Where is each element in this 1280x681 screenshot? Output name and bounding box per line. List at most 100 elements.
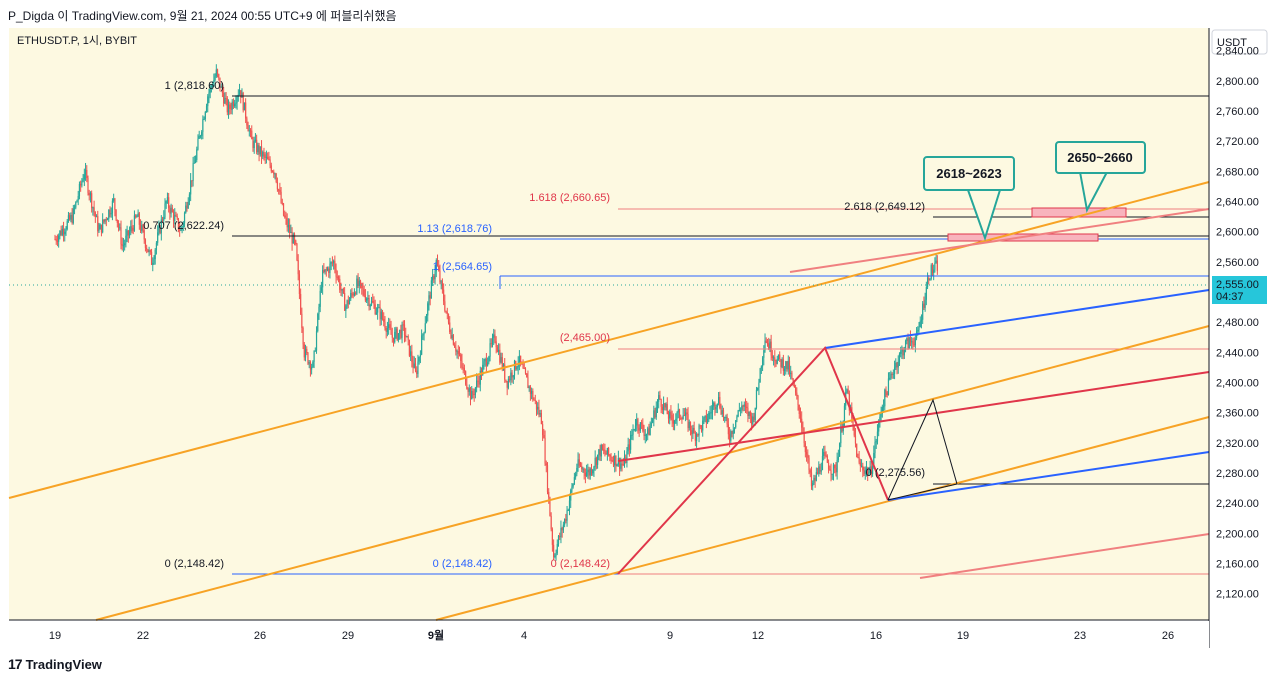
candle-body: [852, 418, 854, 426]
candle-body: [797, 395, 799, 405]
candle-body: [186, 205, 188, 209]
candle-body: [368, 298, 370, 307]
drawings: [8, 95, 1210, 621]
orange-channel-mid: [95, 325, 1210, 621]
candle-body: [597, 454, 599, 465]
currency-button[interactable]: [1211, 29, 1268, 55]
candle-body: [782, 359, 784, 371]
candle-body: [688, 421, 690, 429]
candle-body: [234, 103, 236, 107]
candle-body: [831, 473, 833, 475]
candle-body: [72, 208, 74, 223]
candle-body: [366, 298, 368, 301]
candle-body: [120, 227, 122, 245]
candle-body: [194, 160, 197, 163]
candle-body: [506, 381, 508, 388]
candle-body: [702, 420, 704, 431]
candle-body: [548, 491, 550, 498]
candle-body: [109, 209, 111, 215]
candle-body: [922, 303, 924, 320]
candle-body: [747, 407, 749, 416]
candle-body: [779, 354, 781, 360]
candle-body: [848, 393, 850, 411]
candle-body: [798, 404, 800, 415]
publish-note: P_Digda 이 TradingView.com, 9월 21, 2024 0…: [8, 9, 397, 23]
candle-body: [352, 293, 354, 296]
candle-body: [362, 288, 364, 290]
candle-body: [860, 465, 863, 467]
candle-body: [429, 295, 431, 299]
candle-body: [428, 295, 430, 304]
candle-body: [364, 295, 367, 301]
candle-body: [643, 430, 645, 436]
candle-body: [804, 443, 806, 453]
candle-body: [614, 455, 616, 466]
candle-body: [439, 270, 441, 283]
candle-body: [171, 207, 173, 213]
candle-body: [164, 203, 166, 218]
candle-body: [142, 225, 144, 231]
candle-body: [323, 270, 325, 272]
candle-body: [425, 315, 428, 324]
candle-body: [799, 414, 802, 419]
fib-label-black-0707: 0.707 (2,622.24): [143, 220, 224, 232]
candle-body: [878, 420, 880, 432]
candle-body: [103, 219, 105, 222]
candle-body: [182, 222, 184, 228]
fib-label-black2-2618: 2.618 (2,649.12): [844, 201, 925, 213]
candle-body: [434, 271, 436, 280]
candle-body: [830, 470, 832, 474]
candle-body: [783, 368, 786, 371]
candle-body: [655, 407, 657, 418]
candle-body: [676, 412, 678, 419]
candle-body: [819, 466, 821, 472]
candle-body: [581, 466, 583, 470]
candle-body: [823, 451, 825, 456]
candle-body: [499, 349, 501, 363]
candle-body: [716, 403, 718, 408]
candle-body: [355, 292, 357, 294]
candle-body: [609, 455, 611, 457]
candle-body: [281, 202, 283, 204]
y-tick-label: 2,200.00: [1216, 528, 1259, 540]
callout-box-2618[interactable]: [923, 156, 1015, 191]
candle-body: [520, 355, 522, 363]
candle-body: [529, 386, 531, 394]
candle-body: [100, 224, 103, 233]
candle-body: [218, 74, 220, 78]
candle-body: [157, 232, 159, 243]
candle-body: [604, 449, 606, 454]
candle-body: [697, 434, 699, 436]
candle-body: [626, 451, 628, 463]
candle-body: [402, 324, 404, 326]
fib-label-blue-113: 1.13 (2,618.76): [417, 223, 492, 235]
candle-body: [841, 427, 843, 432]
candle-body: [94, 212, 96, 217]
callout-box-2650[interactable]: [1055, 141, 1146, 174]
candle-body: [251, 130, 253, 140]
candle-body: [771, 355, 773, 359]
candle-body: [708, 412, 710, 419]
candle-body: [130, 226, 132, 232]
chart[interactable]: 1 (2,818.60) 0.707 (2,622.24) 0 (2,148.4…: [0, 0, 1280, 648]
y-tick-label: 2,720.00: [1216, 136, 1259, 148]
candle-body: [768, 343, 770, 350]
candle-body: [331, 262, 334, 264]
candle-body: [406, 336, 408, 338]
x-tick-label: 23: [1074, 630, 1086, 642]
candle-body: [720, 407, 722, 415]
candle-body: [809, 470, 811, 473]
x-tick-label: 9월: [428, 628, 444, 642]
candle-body: [86, 169, 88, 178]
x-tick-label: 12: [752, 630, 764, 642]
x-tick-label: 26: [254, 630, 266, 642]
tradingview-logo[interactable]: 17 TradingView: [8, 656, 102, 672]
y-tick-label: 2,280.00: [1216, 468, 1259, 480]
y-tick-label: 2,560.00: [1216, 257, 1259, 269]
candle-body: [633, 428, 635, 431]
candle-body: [286, 218, 288, 228]
candle-body: [890, 373, 892, 378]
candle-body: [457, 350, 459, 354]
candle-body: [933, 269, 935, 273]
candle-body: [231, 101, 233, 110]
